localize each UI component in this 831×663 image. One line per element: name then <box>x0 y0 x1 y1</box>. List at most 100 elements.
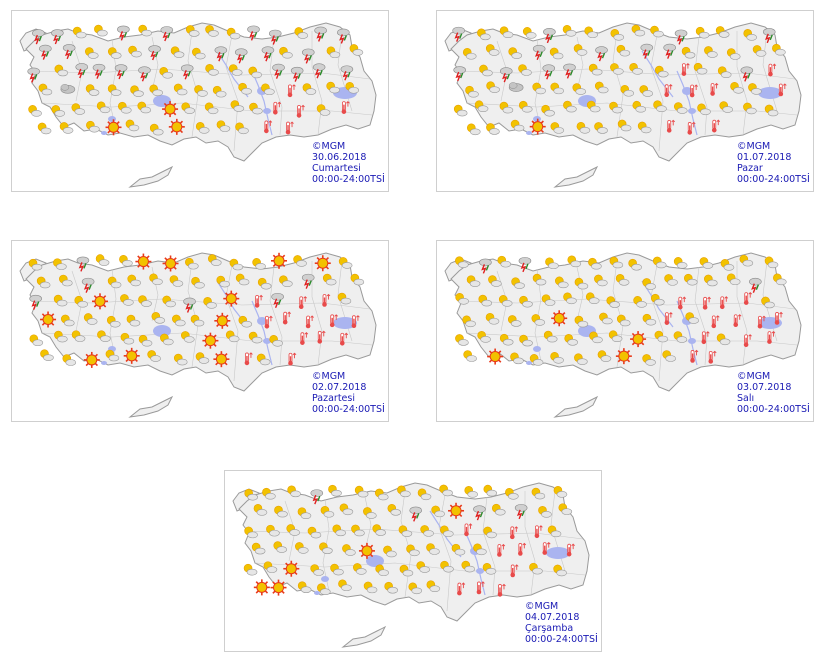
partly-cloudy-icon <box>138 295 152 307</box>
thunderstorm-icon <box>312 63 326 79</box>
partly-cloudy-icon <box>185 25 200 37</box>
partly-cloudy-icon <box>261 83 275 96</box>
partly-cloudy-icon <box>584 26 598 39</box>
sunny-icon <box>168 118 185 135</box>
partly-cloudy-icon <box>107 47 122 59</box>
partly-cloudy-icon <box>169 275 184 287</box>
hot-thermometer-icon <box>733 314 742 328</box>
partly-cloudy-icon <box>507 315 522 327</box>
partly-cloudy-icon <box>384 581 398 594</box>
partly-cloudy-icon <box>279 46 293 59</box>
hot-thermometer-icon <box>701 331 710 345</box>
thunderstorm-icon <box>32 29 45 45</box>
partly-cloudy-icon <box>149 84 163 97</box>
partly-cloudy-icon <box>307 526 322 539</box>
thunderstorm-icon <box>762 28 776 44</box>
province-border <box>736 31 748 136</box>
partly-cloudy-icon <box>302 83 317 95</box>
province-border <box>311 31 323 136</box>
partly-cloudy-icon <box>128 45 142 58</box>
partly-cloudy-icon <box>127 274 142 287</box>
partly-cloudy-icon <box>479 64 493 77</box>
thunderstorm-icon <box>314 26 327 42</box>
partly-cloudy-icon <box>126 314 141 327</box>
partly-cloudy-icon <box>662 350 676 362</box>
partly-cloudy-icon <box>549 47 564 60</box>
partly-cloudy-icon <box>286 524 301 536</box>
partly-cloudy-icon <box>538 506 552 518</box>
partly-cloudy-icon <box>71 330 86 342</box>
partly-cloudy-icon <box>610 63 624 75</box>
thunderstorm-icon <box>39 44 52 60</box>
thunderstorm-icon <box>499 67 513 83</box>
hot-thermometer-icon <box>711 119 721 133</box>
partly-cloudy-icon <box>251 542 266 555</box>
sunny-icon <box>551 310 568 327</box>
hot-thermometer-icon <box>711 315 720 329</box>
partly-cloudy-icon <box>59 274 73 287</box>
partly-cloudy-icon <box>337 292 352 305</box>
partly-cloudy-icon <box>416 561 431 573</box>
partly-cloudy-icon <box>685 312 699 324</box>
partly-cloudy-icon <box>610 28 625 41</box>
lake <box>758 87 782 99</box>
partly-cloudy-icon <box>764 256 779 269</box>
lake <box>321 576 329 582</box>
partly-cloudy-icon <box>477 331 491 343</box>
partly-cloudy-icon <box>328 484 342 497</box>
lake <box>153 95 171 107</box>
partly-cloudy-icon <box>629 63 643 75</box>
copyright-label: ©MGM <box>525 601 559 612</box>
lake <box>263 338 271 344</box>
partly-cloudy-icon <box>36 276 51 289</box>
partly-cloudy-icon <box>83 313 98 325</box>
partly-cloudy-icon <box>499 101 514 114</box>
province-border <box>364 496 372 552</box>
partly-cloudy-icon <box>550 122 565 134</box>
hot-thermometer-icon <box>285 121 294 135</box>
partly-cloudy-icon <box>173 353 188 366</box>
partly-cloudy-icon <box>62 354 77 366</box>
period-label: 00:00-24:00TSİ <box>312 404 385 415</box>
weather-icons <box>243 484 575 597</box>
sunny-icon <box>283 560 300 577</box>
partly-cloudy-icon <box>252 258 266 270</box>
hot-thermometer-icon <box>689 84 698 98</box>
partly-cloudy-icon <box>138 334 153 347</box>
partly-cloudy-icon <box>216 120 231 132</box>
thunderstorm-icon <box>29 294 42 310</box>
partly-cloudy-icon <box>715 26 730 38</box>
partly-cloudy-icon <box>642 313 657 326</box>
sunny-icon <box>314 255 331 272</box>
sunny-icon <box>202 332 219 349</box>
forecast-map-day-3: ©MGM 02.07.2018 Pazartesi 00:00-24:00TSİ <box>11 240 389 422</box>
period-label: 00:00-24:00TSİ <box>737 404 810 415</box>
thunderstorm-icon <box>518 257 532 273</box>
hot-thermometer-icon <box>305 315 314 329</box>
hot-thermometer-icon <box>296 104 305 118</box>
partly-cloudy-icon <box>719 101 734 113</box>
partly-cloudy-icon <box>550 351 564 364</box>
partly-cloudy-icon <box>235 122 249 135</box>
partly-cloudy-icon <box>181 331 195 343</box>
period-label: 00:00-24:00TSİ <box>737 174 810 185</box>
partly-cloudy-icon <box>499 333 514 346</box>
thunderstorm-icon <box>148 45 161 61</box>
hot-thermometer-icon <box>329 314 339 328</box>
partly-cloudy-icon <box>704 274 718 287</box>
partly-cloudy-icon <box>338 257 353 269</box>
partly-cloudy-icon <box>483 526 497 539</box>
hot-thermometer-icon <box>288 352 297 366</box>
partly-cloudy-icon <box>207 254 222 266</box>
lake <box>533 346 541 352</box>
sunny-icon <box>40 311 57 328</box>
province-border <box>482 496 496 596</box>
partly-cloudy-icon <box>137 101 152 114</box>
partly-cloudy-icon <box>54 64 69 77</box>
thunderstorm-icon <box>214 46 228 62</box>
thunderstorm-icon <box>340 65 354 81</box>
cyprus-island <box>553 395 599 418</box>
partly-cloudy-icon <box>673 257 688 269</box>
partly-cloudy-icon <box>518 64 532 76</box>
partly-cloudy-icon <box>192 47 206 60</box>
